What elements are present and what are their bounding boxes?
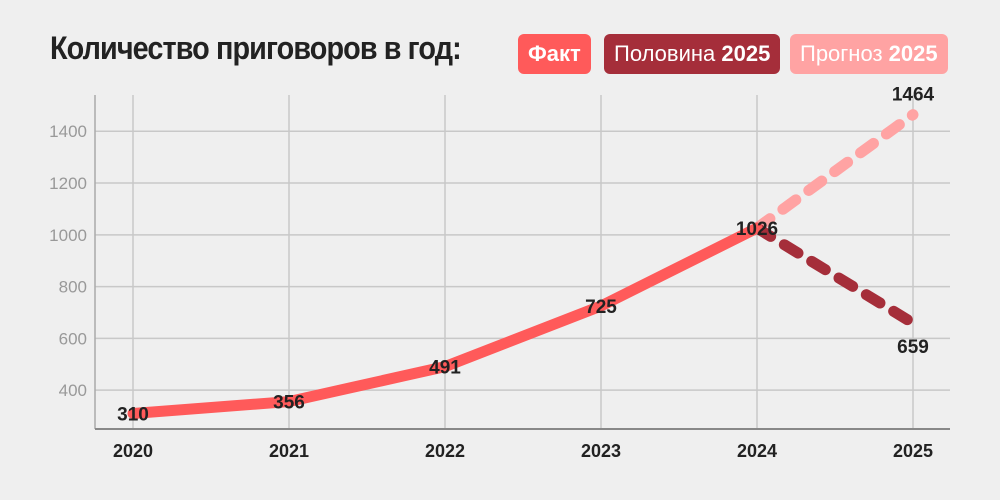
legend-forecast-2025: Прогноз 2025 [790, 34, 948, 74]
chart-title: Количество приговоров в год: [50, 30, 462, 66]
data-label: 1026 [736, 219, 778, 240]
x-tick-label: 2025 [893, 441, 933, 461]
x-tick-label: 2023 [581, 441, 621, 461]
series-line-0 [127, 222, 763, 419]
x-tick-label: 2020 [113, 441, 153, 461]
data-label: 491 [429, 358, 461, 379]
legend-forecast-label: Прогноз [800, 41, 889, 66]
y-tick-label: 1200 [49, 174, 87, 193]
data-label: 356 [273, 393, 305, 414]
x-tick-label: 2024 [737, 441, 777, 461]
data-label: 725 [585, 297, 617, 318]
y-tick-label: 800 [59, 278, 87, 297]
series-line-2 [751, 109, 919, 234]
legend-half-label: Половина [614, 41, 722, 66]
data-label: 1464 [892, 85, 935, 106]
y-tick-label: 600 [59, 329, 87, 348]
x-tick-label: 2022 [425, 441, 465, 461]
legend-fact: Факт [518, 34, 591, 74]
data-label: 659 [897, 337, 929, 358]
legend-forecast-year: 2025 [888, 41, 938, 66]
x-tick-label: 2021 [269, 441, 309, 461]
y-tick-label: 1400 [49, 122, 87, 141]
legend-half-year: 2025 [721, 41, 771, 66]
series-line-1 [751, 222, 919, 329]
y-tick-label: 1000 [49, 226, 87, 245]
legend-fact-label: Факт [528, 41, 581, 66]
legend-half-2025: Половина 2025 [604, 34, 781, 74]
data-label: 310 [117, 404, 149, 425]
y-tick-label: 400 [59, 381, 87, 400]
